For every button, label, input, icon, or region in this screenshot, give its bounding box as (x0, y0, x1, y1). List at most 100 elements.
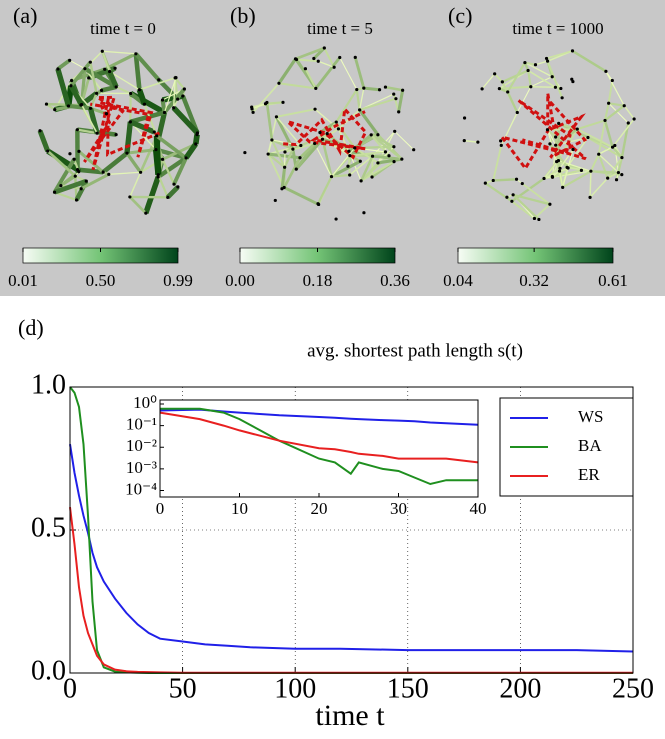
node (532, 216, 537, 221)
edge (129, 171, 142, 198)
node (316, 59, 320, 63)
node (570, 49, 575, 53)
node (603, 118, 607, 123)
inset-x-tick-label: 30 (390, 499, 407, 518)
edge (37, 129, 51, 152)
node (128, 120, 132, 124)
inset: 0 10 20 30 40 10⁰ 10⁻¹ 10⁻² 10⁻³ 10⁻⁴ (125, 393, 486, 518)
node (387, 154, 391, 158)
edge (543, 160, 560, 179)
edge (321, 138, 333, 177)
node (291, 147, 295, 151)
edge (128, 195, 147, 215)
edge (385, 85, 403, 92)
node (299, 143, 303, 148)
edge (512, 193, 551, 206)
edge (157, 174, 169, 198)
node (493, 72, 497, 76)
colorbar (457, 247, 614, 264)
inset-y-tick-label: 10⁻⁴ (125, 479, 157, 498)
edge (358, 108, 380, 136)
node (88, 106, 93, 110)
panel-label: (c) (448, 3, 472, 28)
node (560, 96, 564, 100)
legend-label: WS (578, 407, 604, 426)
chart-title: avg. shortest path length s(t) (307, 340, 523, 361)
edge (172, 157, 188, 185)
node (329, 174, 334, 179)
node (358, 108, 362, 112)
edge (172, 77, 176, 108)
node (348, 173, 352, 177)
node (392, 145, 396, 149)
edge (77, 128, 98, 135)
edge (559, 149, 574, 169)
series-line (69, 444, 634, 653)
edge (511, 200, 536, 220)
edge (590, 170, 619, 174)
node (397, 110, 401, 114)
node (412, 148, 416, 152)
node (476, 140, 480, 144)
edge (543, 167, 569, 180)
edge (349, 150, 386, 157)
legend-label: ER (578, 465, 600, 484)
node (107, 172, 111, 176)
node (273, 198, 277, 203)
edge (276, 108, 316, 118)
node (526, 68, 530, 73)
edge (252, 82, 280, 113)
node (312, 56, 316, 61)
edge (74, 180, 89, 202)
node (480, 87, 484, 91)
node (589, 169, 593, 173)
node (313, 107, 317, 111)
edge (372, 154, 402, 161)
colorbar-tick-label: 0.32 (519, 271, 549, 290)
node (107, 69, 112, 74)
edge (546, 50, 573, 60)
node (298, 156, 302, 160)
node (182, 87, 186, 91)
node (320, 137, 325, 141)
edge (101, 151, 129, 174)
x-tick-label: 200 (499, 673, 541, 704)
edge (363, 86, 380, 92)
edge (133, 53, 142, 90)
edge (339, 57, 358, 90)
edge (562, 170, 592, 189)
edge (623, 105, 635, 120)
edge (501, 69, 529, 83)
node (554, 143, 558, 147)
edge (566, 137, 589, 168)
node (553, 85, 558, 89)
edge (524, 61, 553, 78)
node (68, 152, 72, 156)
edge (115, 85, 132, 95)
node (575, 127, 579, 131)
node (359, 179, 363, 183)
edge (527, 69, 556, 88)
node (383, 85, 388, 89)
edge (174, 77, 186, 90)
y-tick-label: 1.0 (31, 369, 66, 400)
edge (271, 138, 294, 151)
node (483, 181, 487, 185)
node (195, 132, 199, 137)
node (59, 184, 63, 188)
node (550, 174, 554, 179)
node (274, 115, 279, 119)
node (353, 55, 357, 59)
node (293, 57, 298, 61)
edge (533, 203, 551, 220)
edge (278, 82, 316, 90)
network-panels: (a) time t = 0 0.01 0.50 0.99 (b) time t = 5 0.… (8, 3, 636, 290)
edge (107, 70, 119, 88)
edge (605, 71, 613, 81)
node (160, 157, 165, 161)
node (44, 102, 49, 106)
edge (318, 60, 335, 68)
panel-label: (a) (13, 3, 37, 28)
edge (55, 68, 72, 107)
edge (314, 143, 332, 177)
